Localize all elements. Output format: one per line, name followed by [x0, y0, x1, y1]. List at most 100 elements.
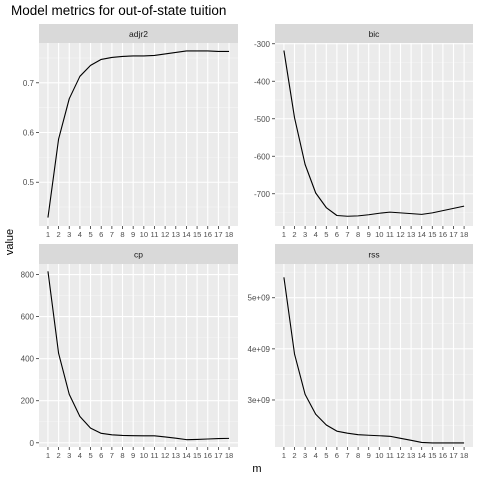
x-tick-label: 7 [110, 230, 114, 239]
series-line-adjr2 [47, 50, 230, 218]
x-tick-label: 18 [225, 451, 233, 460]
facet-strip [39, 244, 238, 264]
x-tick-label: 14 [182, 230, 190, 239]
y-tick-label: -500 [254, 115, 271, 124]
y-tick-label: 0.6 [23, 129, 35, 138]
x-tick-label: 3 [67, 230, 71, 239]
panel-background [39, 264, 238, 447]
x-tick-label: 2 [56, 230, 60, 239]
x-tick-label: 3 [303, 230, 307, 239]
x-tick-label: 9 [131, 230, 135, 239]
x-tick-label: 10 [140, 451, 148, 460]
x-axis-label: m [252, 463, 261, 475]
x-tick-label: 11 [151, 230, 159, 239]
facet-strip [275, 24, 473, 43]
facet-strip [39, 24, 238, 43]
x-tick-label: 12 [161, 230, 169, 239]
x-tick-label: 6 [99, 451, 103, 460]
x-tick-label: 2 [292, 451, 296, 460]
series-line-cp [47, 271, 230, 441]
x-tick-label: 7 [345, 230, 349, 239]
x-tick-label: 7 [345, 451, 349, 460]
x-tick-label: 5 [88, 451, 92, 460]
x-tick-label: 8 [356, 451, 360, 460]
x-tick-label: 15 [428, 230, 436, 239]
x-tick-label: 14 [182, 451, 190, 460]
x-tick-label: 2 [56, 451, 60, 460]
x-tick-label: 17 [449, 451, 457, 460]
series-line-rss [283, 277, 465, 444]
x-tick-label: 18 [225, 230, 233, 239]
x-tick-label: 1 [46, 451, 50, 460]
x-tick-label: 17 [214, 230, 222, 239]
x-tick-label: 11 [386, 451, 394, 460]
x-tick-label: 10 [375, 230, 383, 239]
x-tick-label: 5 [324, 230, 328, 239]
x-tick-label: 9 [131, 451, 135, 460]
x-tick-label: 4 [314, 451, 318, 460]
x-tick-label: 14 [417, 230, 425, 239]
x-tick-label: 1 [282, 230, 286, 239]
y-tick-label: 4e+09 [248, 345, 271, 354]
y-tick-label: -400 [254, 77, 271, 86]
x-tick-label: 8 [120, 451, 124, 460]
y-tick-label: -300 [254, 40, 271, 49]
series-line-bic [283, 50, 465, 217]
x-tick-label: 8 [120, 230, 124, 239]
x-tick-label: 17 [214, 451, 222, 460]
x-tick-label: 12 [396, 451, 404, 460]
x-tick-label: 17 [449, 230, 457, 239]
y-tick-label: 0.5 [23, 178, 35, 187]
x-tick-label: 6 [99, 230, 103, 239]
x-tick-label: 7 [110, 451, 114, 460]
x-tick-label: 13 [172, 230, 180, 239]
panel-background [275, 43, 473, 226]
y-tick-label: -700 [254, 190, 271, 199]
facet-strip-label: rss [368, 250, 379, 260]
x-tick-label: 6 [335, 230, 339, 239]
x-tick-label: 10 [375, 451, 383, 460]
facet-strip [275, 244, 473, 264]
x-tick-label: 1 [46, 230, 50, 239]
x-tick-label: 5 [88, 230, 92, 239]
x-tick-label: 18 [460, 230, 468, 239]
x-tick-label: 3 [303, 451, 307, 460]
x-tick-label: 15 [428, 451, 436, 460]
x-tick-label: 8 [356, 230, 360, 239]
x-tick-label: 11 [151, 451, 159, 460]
x-tick-label: 16 [204, 230, 212, 239]
x-tick-label: 9 [367, 451, 371, 460]
x-tick-label: 14 [417, 451, 425, 460]
y-tick-label: 200 [21, 397, 35, 406]
x-tick-label: 3 [67, 451, 71, 460]
x-tick-label: 15 [193, 230, 201, 239]
x-tick-label: 13 [407, 451, 415, 460]
y-tick-label: 5e+09 [248, 294, 271, 303]
x-tick-label: 4 [314, 230, 318, 239]
panel-background [39, 43, 238, 226]
x-tick-label: 16 [439, 230, 447, 239]
x-tick-label: 18 [460, 451, 468, 460]
x-tick-label: 12 [396, 230, 404, 239]
y-tick-label: 0 [30, 439, 35, 448]
x-tick-label: 15 [193, 451, 201, 460]
x-tick-label: 1 [282, 451, 286, 460]
y-tick-label: -600 [254, 152, 271, 161]
x-tick-label: 11 [386, 230, 394, 239]
x-tick-label: 6 [335, 451, 339, 460]
y-tick-label: 0.7 [23, 79, 35, 88]
x-tick-label: 16 [204, 451, 212, 460]
x-tick-label: 13 [407, 230, 415, 239]
x-tick-label: 13 [172, 451, 180, 460]
x-tick-label: 4 [78, 451, 82, 460]
y-tick-label: 800 [21, 271, 35, 280]
x-tick-label: 12 [161, 451, 169, 460]
panel-background [275, 264, 473, 447]
facet-strip-label: bic [369, 29, 381, 39]
x-tick-label: 5 [324, 451, 328, 460]
x-tick-label: 9 [367, 230, 371, 239]
